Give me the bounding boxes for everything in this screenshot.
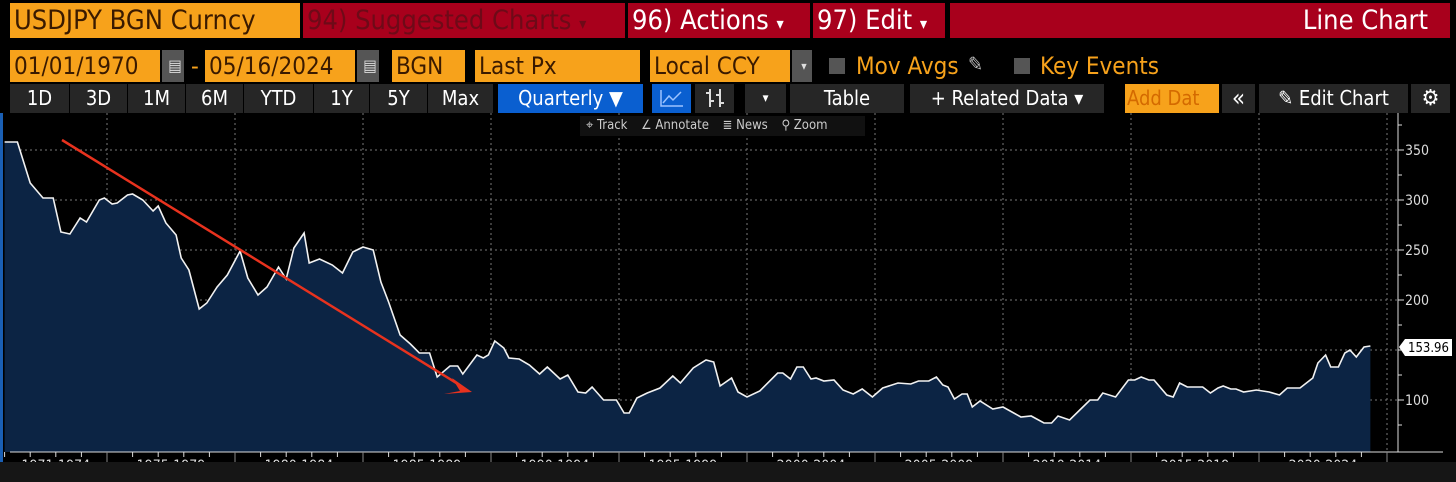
period-3d-button[interactable]: 3D: [70, 84, 128, 113]
arrowhead: [444, 378, 472, 394]
edit-chart-label: Edit Chart: [1298, 86, 1389, 110]
related-data-button[interactable]: + Related Data ▾: [910, 84, 1105, 113]
left-border: [0, 113, 3, 462]
pencil-icon[interactable]: ✎: [968, 52, 984, 76]
period-max-button[interactable]: Max: [428, 84, 494, 113]
table-button[interactable]: Table: [790, 84, 905, 113]
period-6m-button[interactable]: 6M: [186, 84, 244, 113]
track-tool[interactable]: ⌖ Track: [586, 118, 627, 133]
magnifier-icon: ⚲: [781, 118, 791, 133]
add-data-field[interactable]: Add Dat: [1125, 84, 1220, 113]
last-value-marker: 153.96: [1399, 339, 1452, 356]
y-tick-label: 350: [1405, 143, 1429, 159]
track-label: Track: [597, 118, 628, 133]
period-5y-button[interactable]: 5Y: [370, 84, 428, 113]
chart-style-dropdown[interactable]: ▾: [745, 84, 787, 113]
end-date-field[interactable]: 05/16/2024: [205, 50, 355, 82]
chevron-down-icon: ▾: [776, 14, 784, 33]
chevron-down-icon: ▾: [579, 14, 587, 33]
pencil-icon: ✎: [1278, 86, 1294, 110]
bar-chart-icon[interactable]: [695, 84, 735, 113]
edit-menu[interactable]: 97) Edit ▾: [813, 3, 945, 38]
news-label: News: [736, 118, 768, 133]
collapse-button[interactable]: «: [1222, 84, 1256, 113]
mov-avgs-label: Mov Avgs: [856, 52, 959, 80]
date-separator: -: [191, 52, 199, 80]
annotate-label: Annotate: [655, 118, 709, 133]
zoom-label: Zoom: [793, 118, 828, 133]
crosshair-icon: ⌖: [586, 118, 594, 133]
last-value-label: 153.96: [1408, 341, 1449, 356]
currency-dropdown-icon[interactable]: ▾: [792, 50, 812, 82]
edit-label: 97) Edit: [817, 5, 913, 36]
calendar-icon[interactable]: ▤: [357, 50, 379, 82]
chevron-down-icon: ▾: [919, 14, 928, 33]
price-field[interactable]: Last Px: [475, 50, 640, 82]
mov-avgs-checkbox[interactable]: [829, 58, 845, 74]
chart-tools-bar: ⌖ Track ∠ Annotate ≣ News ⚲ Zoom: [580, 116, 865, 136]
suggested-charts-label: 94) Suggested Charts: [307, 5, 572, 36]
suggested-charts-menu[interactable]: 94) Suggested Charts ▾: [303, 3, 625, 38]
frequency-select[interactable]: Quarterly ▼: [498, 84, 644, 113]
y-tick-label: 250: [1405, 243, 1429, 259]
y-tick-label: 100: [1405, 393, 1429, 409]
annotate-icon: ∠: [641, 118, 652, 133]
y-tick-label: 300: [1405, 193, 1429, 209]
line-chart-icon[interactable]: [652, 84, 692, 113]
trend-arrow-line[interactable]: [61, 138, 459, 386]
gear-icon[interactable]: ⚙: [1411, 84, 1451, 113]
key-events-label: Key Events: [1040, 52, 1159, 80]
y-tick-label: 200: [1405, 293, 1429, 309]
security-field[interactable]: USDJPY BGN Curncy: [10, 3, 300, 38]
period-1m-button[interactable]: 1M: [128, 84, 186, 113]
annotate-tool[interactable]: ∠ Annotate: [641, 118, 709, 133]
start-date-field[interactable]: 01/01/1970: [10, 50, 160, 82]
period-1y-button[interactable]: 1Y: [314, 84, 370, 113]
status-bar: [0, 462, 1456, 482]
key-events-checkbox[interactable]: [1014, 58, 1030, 74]
currency-select[interactable]: Local CCY: [650, 50, 790, 82]
period-1d-button[interactable]: 1D: [10, 84, 70, 113]
source-field[interactable]: BGN: [392, 50, 465, 82]
price-area: [4, 142, 1371, 452]
edit-chart-button[interactable]: ✎ Edit Chart: [1259, 84, 1409, 113]
news-icon: ≣: [722, 118, 733, 133]
annotation-arrow[interactable]: [61, 138, 472, 394]
chart-type-title: Line Chart: [950, 3, 1450, 38]
actions-label: 96) Actions: [632, 5, 769, 36]
price-line: [4, 141, 1371, 424]
news-tool[interactable]: ≣ News: [723, 118, 768, 133]
zoom-tool[interactable]: ⚲ Zoom: [781, 118, 827, 133]
period-ytd-button[interactable]: YTD: [244, 84, 314, 113]
calendar-icon[interactable]: ▤: [162, 50, 184, 82]
actions-menu[interactable]: 96) Actions ▾: [628, 3, 810, 38]
